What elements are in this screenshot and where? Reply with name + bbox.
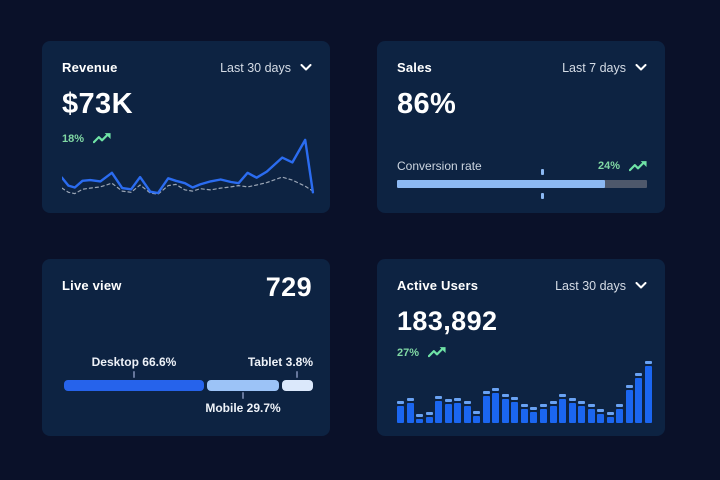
conversion-progress (397, 169, 647, 199)
stacked-bar (64, 380, 313, 391)
user-bar (578, 401, 586, 423)
revenue-delta: 18% (42, 121, 330, 145)
user-bar (644, 361, 652, 423)
user-bar (559, 393, 567, 423)
progress-fill (397, 180, 605, 188)
trending-up-icon (428, 347, 446, 358)
user-bar (435, 395, 443, 423)
user-bar (482, 390, 490, 423)
revenue-value: $73K (62, 88, 133, 120)
delta-value: 18% (62, 132, 85, 145)
active-users-delta: 27% (377, 337, 665, 359)
user-bar (568, 397, 576, 423)
period-selector[interactable]: Last 30 days (220, 61, 312, 75)
period-label: Last 30 days (220, 60, 291, 75)
user-bar (520, 404, 528, 423)
desktop-tick (132, 371, 135, 378)
chevron-down-icon (635, 63, 647, 70)
progress-track (397, 180, 647, 188)
tablet-tick (296, 371, 299, 378)
user-bar (587, 403, 595, 423)
desktop-segment (64, 380, 204, 391)
user-bar (463, 401, 471, 423)
progress-marker-bottom (541, 193, 544, 199)
trending-up-icon (629, 160, 647, 171)
user-bar (549, 400, 557, 423)
mobile-label: Mobile 29.7% (205, 401, 281, 415)
card-title: Live view (62, 278, 122, 293)
user-bar (606, 412, 614, 423)
trending-up-icon (93, 133, 111, 144)
user-bar (501, 393, 509, 423)
user-bar (473, 410, 481, 423)
active-users-bar-chart (397, 361, 652, 423)
user-bar (425, 411, 433, 423)
active-users-value: 183,892 (397, 306, 498, 336)
active-users-card: Active Users Last 30 days 183,892 27% (377, 259, 665, 436)
chevron-down-icon (300, 63, 312, 70)
user-bar (530, 406, 538, 423)
tablet-segment (281, 380, 313, 391)
period-selector[interactable]: Last 7 days (562, 61, 647, 75)
period-label: Last 30 days (555, 278, 626, 293)
user-bar (444, 399, 452, 423)
sales-delta: 24% (598, 160, 647, 173)
user-bar (616, 403, 624, 423)
period-selector[interactable]: Last 30 days (555, 279, 647, 293)
sales-card: Sales Last 7 days 86% Conversion rate 24… (377, 41, 665, 213)
revenue-card-header: Revenue Last 30 days (42, 41, 330, 75)
mobile-tick (242, 392, 245, 399)
progress-marker-top (541, 169, 544, 175)
conversion-rate-label: Conversion rate (397, 159, 482, 173)
user-bar (597, 409, 605, 423)
sales-card-header: Sales Last 7 days (377, 41, 665, 75)
user-bar (492, 388, 500, 423)
chevron-down-icon (635, 281, 647, 288)
active-users-header: Active Users Last 30 days (377, 259, 665, 293)
user-bar (416, 414, 424, 423)
user-bar (539, 403, 547, 423)
user-bar (397, 400, 404, 423)
user-bar (406, 398, 414, 423)
card-title: Sales (397, 60, 432, 75)
user-bar (511, 396, 519, 423)
mobile-segment (206, 380, 279, 391)
conversion-rate-row: Conversion rate 24% (397, 159, 647, 173)
revenue-line-chart (62, 138, 315, 195)
device-share-chart: Desktop 66.6% Tablet 3.8% Mobile 29.7% (64, 355, 313, 415)
card-title: Active Users (397, 278, 479, 293)
live-view-header: Live view 729 (42, 259, 330, 303)
delta-value: 27% (397, 346, 420, 359)
revenue-card: Revenue Last 30 days $73K 18% (42, 41, 330, 213)
desktop-label: Desktop 66.6% (91, 355, 177, 369)
user-bar (454, 397, 462, 423)
user-bar (625, 384, 633, 423)
live-view-card: Live view 729 Desktop 66.6% Tablet 3.8% … (42, 259, 330, 436)
period-label: Last 7 days (562, 60, 626, 75)
card-title: Revenue (62, 60, 118, 75)
tablet-label: Tablet 3.8% (247, 355, 313, 369)
user-bar (635, 373, 643, 423)
delta-value: 24% (597, 160, 620, 172)
sales-value: 86% (397, 88, 457, 120)
live-view-value: 729 (265, 272, 312, 302)
